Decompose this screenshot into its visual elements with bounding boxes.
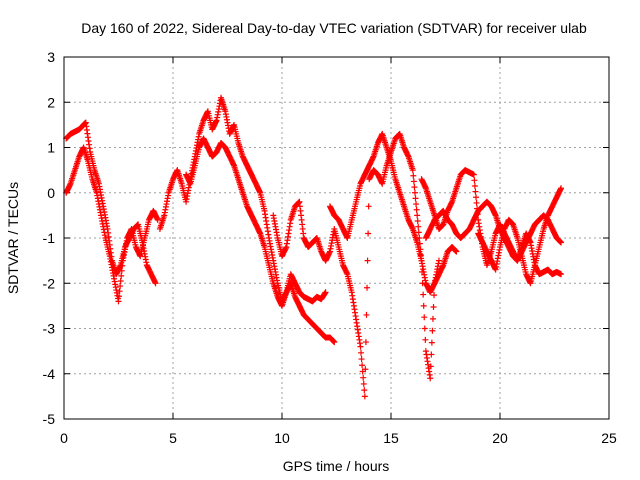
plot-frame bbox=[63, 56, 610, 420]
data-point bbox=[558, 185, 565, 192]
series-trace-f bbox=[326, 130, 460, 296]
data-point bbox=[473, 199, 480, 206]
data-point bbox=[474, 211, 481, 218]
x-tick-label: 20 bbox=[492, 430, 508, 446]
data-point bbox=[413, 206, 420, 213]
x-tick-label: 25 bbox=[601, 430, 617, 446]
data-point bbox=[365, 230, 372, 237]
data-point bbox=[362, 366, 369, 373]
series-trace-e bbox=[270, 130, 442, 400]
y-tick-label: -1 bbox=[43, 230, 56, 246]
y-tick-label: 0 bbox=[47, 185, 55, 201]
data-point bbox=[414, 218, 421, 225]
data-point bbox=[413, 201, 420, 208]
data-point bbox=[471, 182, 478, 189]
chart-title: Day 160 of 2022, Sidereal Day-to-day VTE… bbox=[81, 20, 587, 36]
data-point bbox=[422, 336, 429, 343]
series-trace-i bbox=[475, 185, 565, 287]
data-point bbox=[361, 387, 368, 394]
data-point bbox=[471, 177, 478, 184]
data-point bbox=[414, 212, 421, 219]
data-point bbox=[115, 298, 122, 305]
data-point bbox=[427, 363, 434, 370]
data-point bbox=[322, 289, 329, 296]
x-tick-label: 0 bbox=[60, 430, 68, 446]
x-tick-label: 5 bbox=[169, 430, 177, 446]
data-point bbox=[410, 172, 417, 179]
data-point bbox=[118, 272, 125, 279]
data-point bbox=[421, 325, 428, 332]
data-point bbox=[119, 262, 126, 269]
y-axis-label: SDTVAR / TECUs bbox=[5, 182, 21, 294]
data-point bbox=[429, 327, 436, 334]
data-point bbox=[361, 393, 368, 400]
data-point bbox=[428, 339, 435, 346]
data-point bbox=[453, 248, 460, 255]
data-point bbox=[152, 280, 159, 287]
data-point bbox=[364, 284, 371, 291]
data-point bbox=[428, 351, 435, 358]
data-point bbox=[412, 195, 419, 202]
data-point bbox=[117, 277, 124, 284]
data-point bbox=[116, 293, 123, 300]
data-point bbox=[558, 271, 565, 278]
y-tick-label: -4 bbox=[43, 366, 56, 382]
data-point bbox=[364, 257, 371, 264]
data-point bbox=[118, 267, 125, 274]
data-point bbox=[558, 239, 565, 246]
data-point bbox=[420, 291, 427, 298]
data-point bbox=[411, 184, 418, 191]
data-points bbox=[63, 94, 565, 400]
y-tick-label: 2 bbox=[47, 94, 55, 110]
data-point bbox=[331, 339, 338, 346]
data-point bbox=[474, 205, 481, 212]
data-point bbox=[360, 374, 367, 381]
data-point bbox=[415, 223, 422, 230]
data-point bbox=[421, 314, 428, 321]
data-point bbox=[410, 178, 417, 185]
y-tick-label: -3 bbox=[43, 321, 56, 337]
y-tick-label: 1 bbox=[47, 140, 55, 156]
data-point bbox=[427, 375, 434, 382]
x-tick-label: 15 bbox=[383, 430, 399, 446]
data-point bbox=[411, 189, 418, 196]
data-point bbox=[360, 380, 367, 387]
data-point bbox=[357, 343, 364, 350]
data-point bbox=[358, 356, 365, 363]
data-point bbox=[420, 302, 427, 309]
y-tick-label: -2 bbox=[43, 275, 56, 291]
x-axis-label: GPS time / hours bbox=[283, 458, 390, 474]
data-point bbox=[365, 203, 372, 210]
data-point bbox=[359, 362, 366, 369]
y-tick-label: 3 bbox=[47, 49, 55, 65]
data-point bbox=[431, 292, 438, 299]
data-point bbox=[117, 283, 124, 290]
x-tick-label: 10 bbox=[274, 430, 290, 446]
data-point bbox=[116, 288, 123, 295]
data-point bbox=[472, 188, 479, 195]
series-trace-b bbox=[63, 144, 161, 305]
data-point bbox=[435, 257, 442, 264]
y-tick-label: -5 bbox=[43, 411, 56, 427]
data-point bbox=[363, 311, 370, 318]
data-point bbox=[473, 194, 480, 201]
data-point bbox=[429, 315, 436, 322]
data-point bbox=[470, 171, 477, 178]
data-point bbox=[362, 339, 369, 346]
data-point bbox=[409, 167, 416, 174]
data-point bbox=[430, 304, 437, 311]
data-point bbox=[358, 349, 365, 356]
series-trace-d bbox=[183, 135, 338, 346]
